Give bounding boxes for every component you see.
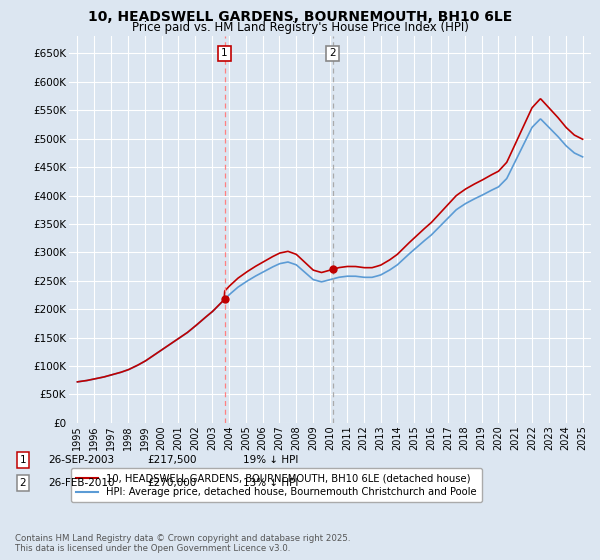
Text: 13% ↓ HPI: 13% ↓ HPI: [243, 478, 298, 488]
Text: 1: 1: [19, 455, 26, 465]
Text: Price paid vs. HM Land Registry's House Price Index (HPI): Price paid vs. HM Land Registry's House …: [131, 21, 469, 34]
Text: 19% ↓ HPI: 19% ↓ HPI: [243, 455, 298, 465]
Text: 26-FEB-2010: 26-FEB-2010: [48, 478, 115, 488]
Text: Contains HM Land Registry data © Crown copyright and database right 2025.
This d: Contains HM Land Registry data © Crown c…: [15, 534, 350, 553]
Legend: 10, HEADSWELL GARDENS, BOURNEMOUTH, BH10 6LE (detached house), HPI: Average pric: 10, HEADSWELL GARDENS, BOURNEMOUTH, BH10…: [71, 468, 482, 502]
Text: 10, HEADSWELL GARDENS, BOURNEMOUTH, BH10 6LE: 10, HEADSWELL GARDENS, BOURNEMOUTH, BH10…: [88, 10, 512, 24]
Text: 2: 2: [329, 49, 336, 58]
Text: 26-SEP-2003: 26-SEP-2003: [48, 455, 114, 465]
Text: £270,000: £270,000: [147, 478, 196, 488]
Text: £217,500: £217,500: [147, 455, 197, 465]
Text: 1: 1: [221, 49, 228, 58]
Text: 2: 2: [19, 478, 26, 488]
